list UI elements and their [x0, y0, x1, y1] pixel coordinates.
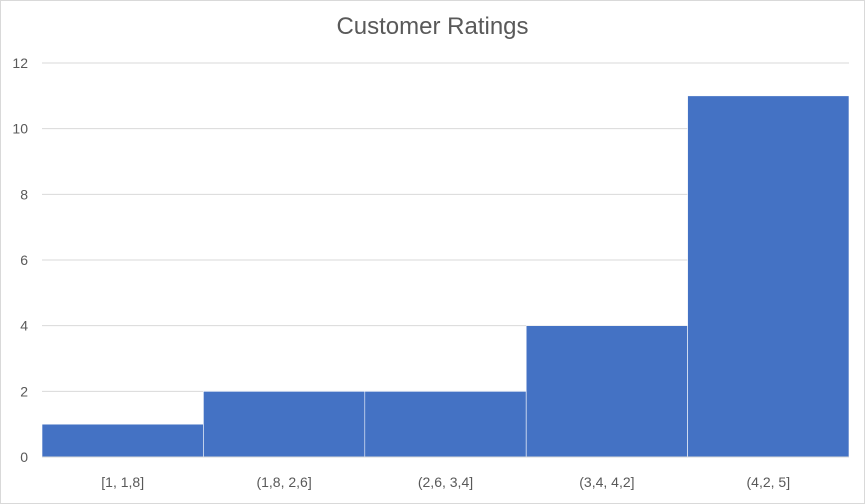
bar-0 — [41, 423, 204, 458]
x-tick-label: (1,8, 2,6] — [256, 474, 311, 490]
x-tick-label: (2,6, 3,4] — [418, 474, 473, 490]
y-tick-label: 10 — [12, 121, 28, 137]
bar-1 — [203, 391, 366, 458]
bar-3 — [525, 325, 688, 458]
x-tick-label: [1, 1,8] — [101, 474, 144, 490]
x-tick-label: (4,2, 5] — [747, 474, 791, 490]
y-tick-label: 0 — [20, 449, 28, 465]
y-tick-label: 8 — [20, 186, 28, 202]
bar-4 — [687, 95, 850, 458]
chart-title: Customer Ratings — [336, 13, 529, 40]
bar-2 — [364, 391, 527, 458]
y-tick-label: 12 — [12, 55, 28, 71]
x-tick-label: (3,4, 4,2] — [579, 474, 634, 490]
y-tick-label: 6 — [20, 252, 28, 268]
y-tick-label: 2 — [20, 383, 28, 399]
y-tick-label: 4 — [20, 318, 28, 334]
